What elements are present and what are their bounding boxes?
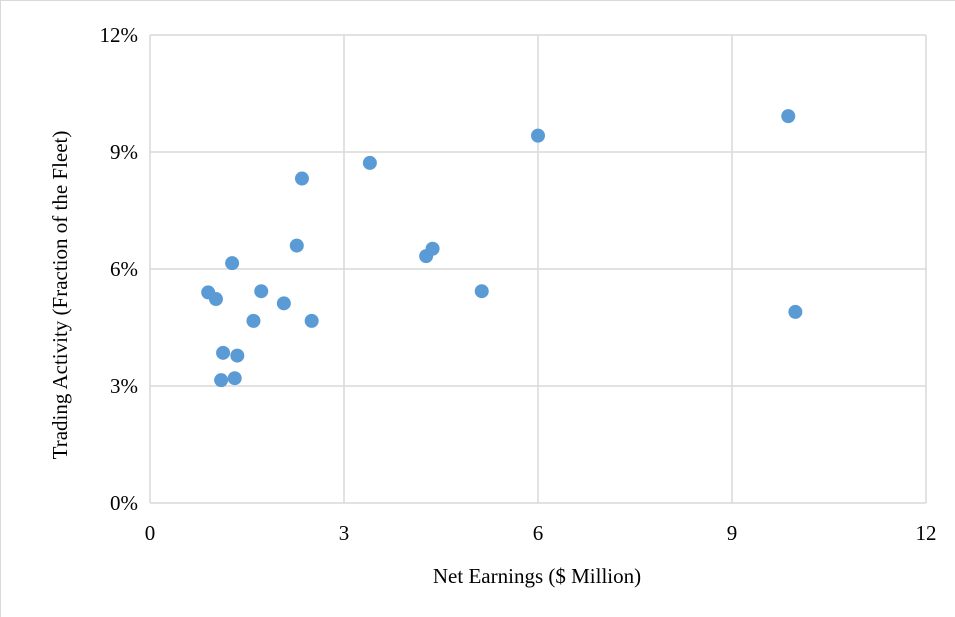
x-axis-title: Net Earnings ($ Million) <box>433 564 641 588</box>
y-tick-label: 6% <box>110 257 138 281</box>
axes <box>149 35 926 504</box>
scatter-point <box>531 128 545 143</box>
scatter-point <box>294 171 309 186</box>
tick-labels: 0% 3% 6% 9% 12% 0 3 6 9 12 <box>100 23 937 545</box>
y-tick-label: 12% <box>100 23 139 47</box>
scatter-point <box>230 348 245 363</box>
scatter-point <box>425 241 440 256</box>
scatter-point <box>225 256 240 271</box>
scatter-point <box>304 313 319 328</box>
scatter-point <box>208 292 223 307</box>
y-tick-label: 3% <box>110 374 138 398</box>
scatter-point <box>362 155 377 170</box>
y-tick-label: 0% <box>110 491 138 515</box>
x-tick-label: 3 <box>339 521 350 545</box>
data-points <box>201 109 803 388</box>
scatter-point <box>214 373 229 388</box>
gridlines <box>150 34 927 503</box>
x-tick-label: 9 <box>727 521 738 545</box>
x-tick-label: 12 <box>916 521 937 545</box>
scatter-point <box>289 238 304 253</box>
scatter-point <box>276 296 291 311</box>
x-tick-label: 0 <box>145 521 156 545</box>
scatter-point <box>781 109 796 124</box>
scatter-point <box>246 313 261 328</box>
scatter-point <box>227 371 242 386</box>
scatter-point <box>788 304 803 319</box>
scatter-point <box>254 284 269 299</box>
y-axis-title: Trading Activity (Fraction of the Fleet) <box>48 131 72 460</box>
scatter-point <box>216 345 231 360</box>
y-tick-label: 9% <box>110 140 138 164</box>
scatter-point <box>474 284 489 299</box>
x-tick-label: 6 <box>533 521 544 545</box>
